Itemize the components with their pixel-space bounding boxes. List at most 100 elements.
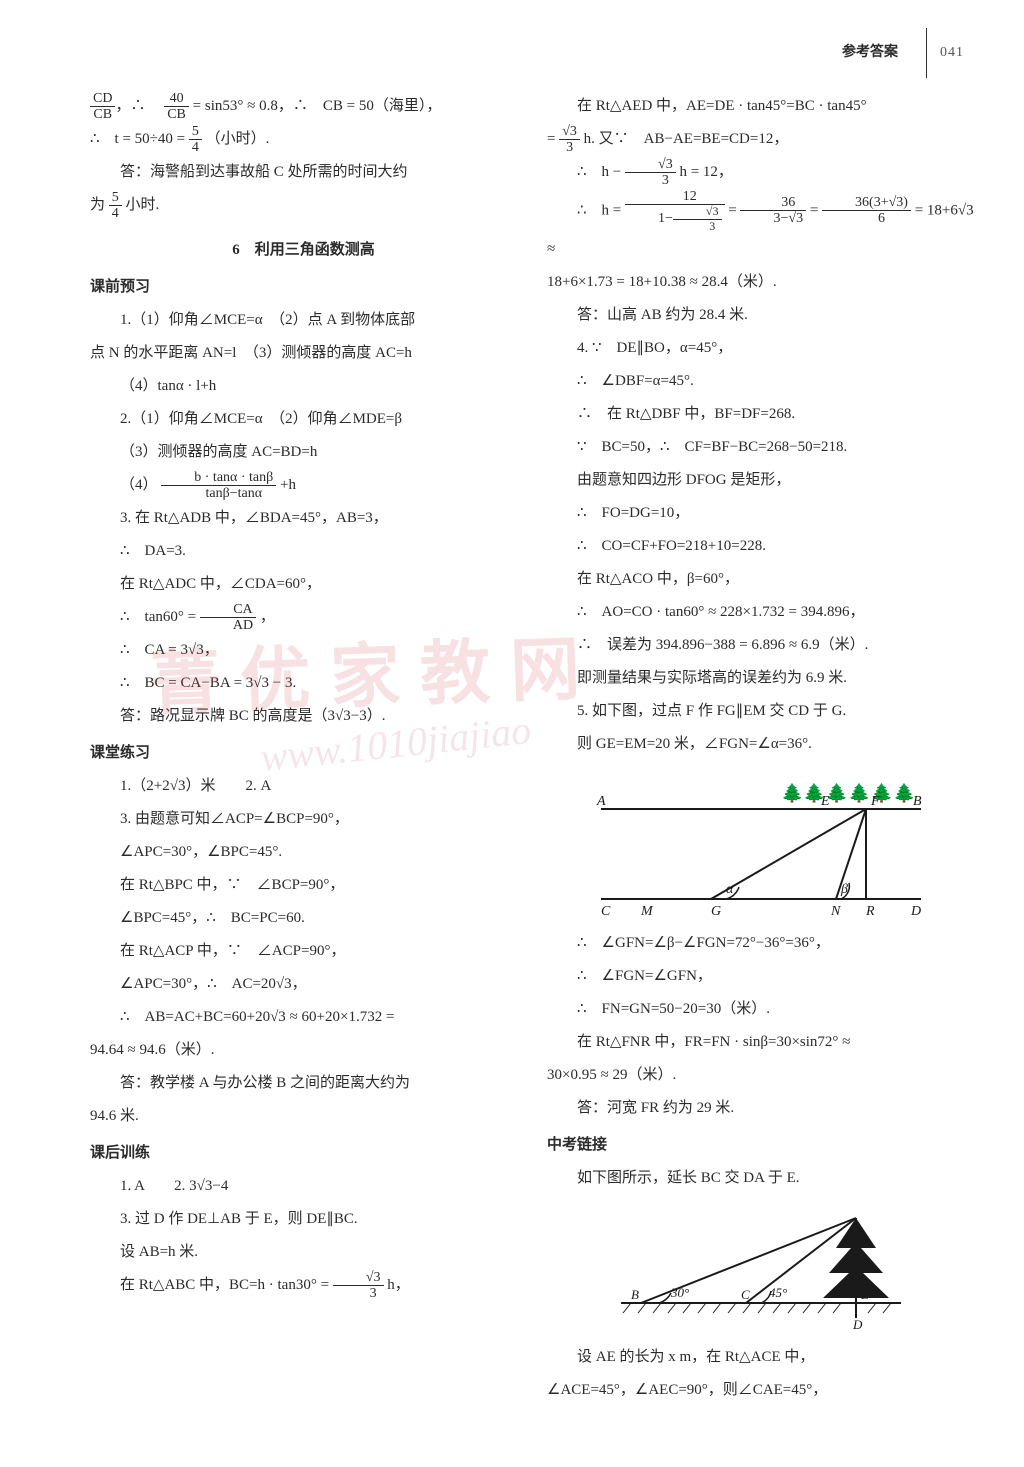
- fraction: 36(3+√3)6: [822, 195, 911, 227]
- svg-text:C: C: [741, 1287, 750, 1302]
- line: 1.（2+2√3）米 2. A: [90, 770, 517, 803]
- heading-examlink: 中考链接: [547, 1129, 974, 1162]
- fraction: 363−√3: [740, 195, 806, 227]
- header-divider: [926, 28, 927, 78]
- line: 18+6×1.73 = 18+10.38 ≈ 28.4（米）.: [547, 266, 974, 299]
- svg-text:B: B: [913, 794, 922, 809]
- left-column: CDCB，∴ 40CB = sin53° ≈ 0.8，∴ CB = 50（海里）…: [90, 90, 517, 1407]
- text: ∴ t = 50÷40 =: [90, 131, 189, 147]
- svg-text:R: R: [865, 904, 875, 919]
- line: 3. 过 D 作 DE⊥AB 于 E，则 DE∥BC.: [90, 1203, 517, 1236]
- line: 1.（1）仰角∠MCE=α （2）点 A 到物体底部: [90, 304, 517, 337]
- line: （4）tanα · l+h: [90, 370, 517, 403]
- line: ∵ BC=50，∴ CF=BF−BC=268−50=218.: [547, 431, 974, 464]
- line: ∴ BC = CA−BA = 3√3 − 3.: [90, 667, 517, 700]
- line: 94.6 米.: [90, 1100, 517, 1133]
- line: 点 N 的水平距离 AN=l （3）测倾器的高度 AC=h: [90, 337, 517, 370]
- text: = sin53° ≈ 0.8，∴ CB = 50（海里），: [193, 98, 442, 114]
- line: ∴ ∠DBF=α=45°.: [547, 365, 974, 398]
- line: 2.（1）仰角∠MCE=α （2）仰角∠MDE=β: [90, 403, 517, 436]
- line: 由题意知四边形 DFOG 是矩形，: [547, 464, 974, 497]
- line: 即测量结果与实际塔高的误差约为 6.9 米.: [547, 662, 974, 695]
- svg-text:A: A: [596, 794, 606, 809]
- fraction: 54: [109, 190, 122, 222]
- line: 答：教学楼 A 与办公楼 B 之间的距离大约为: [90, 1067, 517, 1100]
- line: 设 AE 的长为 x m，在 Rt△ACE 中，: [547, 1341, 974, 1374]
- line: 在 Rt△AED 中，AE=DE · tan45°=BC · tan45°: [547, 90, 974, 123]
- line: 答：河宽 FR 约为 29 米.: [547, 1092, 974, 1125]
- line: 94.64 ≈ 94.6（米）.: [90, 1034, 517, 1067]
- line: ∴ tan60° = CAAD ，: [90, 601, 517, 634]
- line: 30×0.95 ≈ 29（米）.: [547, 1059, 974, 1092]
- page: 参考答案 041 菁优家教网 www.1010jiajiao CDCB，∴ 40…: [0, 0, 1024, 1467]
- text: ∴ tan60° =: [120, 609, 200, 625]
- heading-classwork: 课堂练习: [90, 737, 517, 770]
- two-column-layout: CDCB，∴ 40CB = sin53° ≈ 0.8，∴ CB = 50（海里）…: [90, 90, 974, 1407]
- line: 3. 由题意可知∠ACP=∠BCP=90°，: [90, 803, 517, 836]
- river-diagram: 🌲🌲🌲🌲🌲🌲 A E F B C M G N R D α β: [581, 769, 941, 919]
- line: 1. A 2. 3√3−4: [90, 1170, 517, 1203]
- line: 答：海警船到达事故船 C 处所需的时间大约: [90, 156, 517, 189]
- svg-text:E: E: [820, 794, 830, 809]
- line: （4） b · tanα · tanβtanβ−tanα +h: [90, 469, 517, 502]
- fraction: √33: [559, 124, 580, 156]
- line: ∴ 误差为 394.896−388 = 6.896 ≈ 6.9（米）.: [547, 629, 974, 662]
- section-title: 6 利用三角函数测高: [90, 234, 517, 267]
- line: 为 54 小时.: [90, 189, 517, 222]
- fraction: CDCB: [90, 91, 115, 123]
- text: 为: [90, 197, 105, 213]
- svg-text:F: F: [870, 794, 880, 809]
- fraction: b · tanα · tanβtanβ−tanα: [161, 470, 276, 502]
- heading-afterclass: 课后训练: [90, 1137, 517, 1170]
- line: （3）测倾器的高度 AC=BD=h: [90, 436, 517, 469]
- line: 3. 在 Rt△ADB 中，∠BDA=45°，AB=3，: [90, 502, 517, 535]
- line: 设 AB=h 米.: [90, 1236, 517, 1269]
- page-header: 参考答案 041: [842, 28, 964, 78]
- line: 在 Rt△BPC 中，∵ ∠BCP=90°，: [90, 869, 517, 902]
- fraction: CAAD: [200, 602, 256, 634]
- text: 在 Rt△ABC 中，BC=h · tan30° =: [120, 1277, 333, 1293]
- svg-text:45°: 45°: [769, 1285, 787, 1300]
- tree-icon: 🌲🌲🌲🌲🌲🌲: [781, 782, 915, 803]
- line: ∴ h − √33 h = 12，: [547, 156, 974, 189]
- line: ∴ ∠FGN=∠GFN，: [547, 960, 974, 993]
- line: ∠BPC=45°，∴ BC=PC=60.: [90, 902, 517, 935]
- svg-text:α: α: [726, 882, 734, 897]
- line: 在 Rt△FNR 中，FR=FN · sinβ=30×sin72° ≈: [547, 1026, 974, 1059]
- svg-text:G: G: [711, 904, 721, 919]
- header-page-number: 041: [940, 45, 964, 60]
- line: 在 Rt△ADC 中，∠CDA=60°，: [90, 568, 517, 601]
- line: 则 GE=EM=20 米，∠FGN=∠α=36°.: [547, 728, 974, 761]
- line: 在 Rt△ACO 中，β=60°，: [547, 563, 974, 596]
- fraction: √33: [333, 1270, 384, 1302]
- text: =: [547, 131, 559, 147]
- line: ∴ CO=CF+FO=218+10=228.: [547, 530, 974, 563]
- line: 在 Rt△ABC 中，BC=h · tan30° = √33 h，: [90, 1269, 517, 1302]
- line: ∴ AO=CO · tan60° ≈ 228×1.732 = 394.896，: [547, 596, 974, 629]
- line: ∴ ∠GFN=∠β−∠FGN=72°−36°=36°，: [547, 927, 974, 960]
- text: ∴ h −: [577, 164, 625, 180]
- line: 答：山高 AB 约为 28.4 米.: [547, 299, 974, 332]
- fraction: 40CB: [164, 91, 189, 123]
- svg-text:B: B: [631, 1287, 639, 1302]
- fraction: √33: [625, 157, 676, 189]
- line: ∴ FO=DG=10，: [547, 497, 974, 530]
- header-title: 参考答案: [842, 45, 898, 60]
- text: ，: [260, 609, 275, 625]
- svg-text:D: D: [910, 904, 921, 919]
- line: 5. 如下图，过点 F 作 FG∥EM 交 CD 于 G.: [547, 695, 974, 728]
- svg-text:M: M: [640, 904, 654, 919]
- tree-angle-diagram: B C E D 30° 45°: [601, 1203, 921, 1333]
- fraction: 54: [189, 124, 202, 156]
- text: 小时.: [126, 197, 160, 213]
- right-column: 在 Rt△AED 中，AE=DE · tan45°=BC · tan45° = …: [547, 90, 974, 1407]
- line: CDCB，∴ 40CB = sin53° ≈ 0.8，∴ CB = 50（海里）…: [90, 90, 517, 123]
- text: =: [810, 202, 822, 218]
- svg-text:30°: 30°: [670, 1285, 689, 1300]
- text: +h: [280, 477, 296, 493]
- text: h，: [387, 1277, 410, 1293]
- text: h. 又∵ AB−AE=BE=CD=12，: [584, 131, 789, 147]
- line: ∠APC=30°，∴ AC=20√3，: [90, 968, 517, 1001]
- svg-text:N: N: [830, 904, 841, 919]
- svg-text:D: D: [852, 1317, 863, 1332]
